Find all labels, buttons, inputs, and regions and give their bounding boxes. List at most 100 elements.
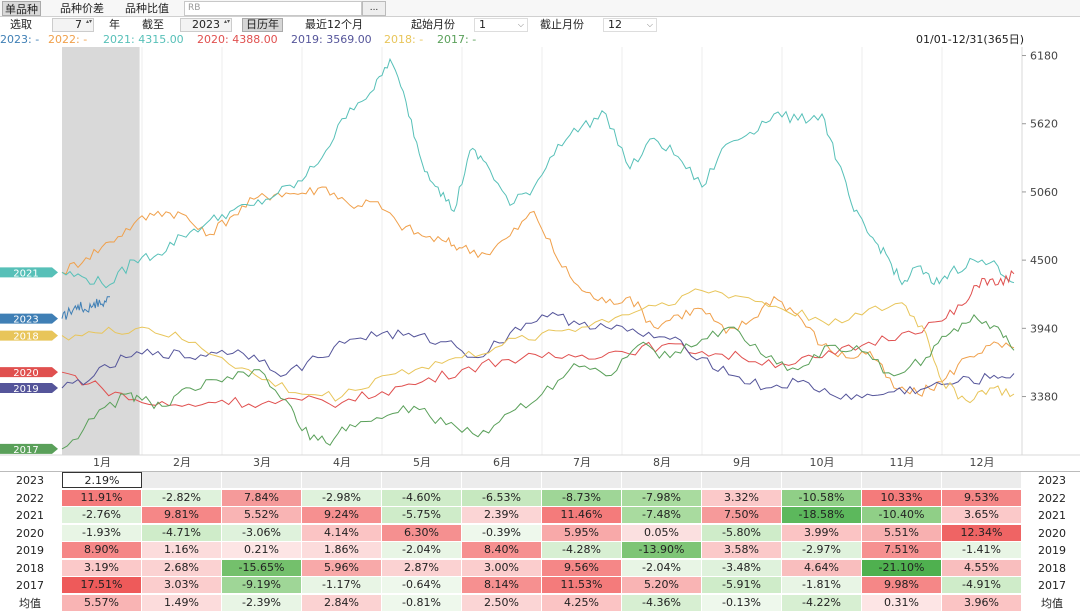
table-cell[interactable] <box>382 472 462 488</box>
table-cell[interactable]: 2.84% <box>302 594 382 611</box>
table-cell[interactable]: 8.14% <box>462 577 542 593</box>
series-line-2022[interactable] <box>61 186 1015 397</box>
table-cell[interactable]: -3.48% <box>702 559 782 576</box>
table-cell[interactable]: 11.91% <box>62 489 142 506</box>
years-spinner[interactable]: 7 <box>52 18 94 32</box>
table-cell[interactable]: -5.75% <box>382 507 462 523</box>
table-cell[interactable]: 3.65% <box>942 507 1022 523</box>
seasonal-line-chart[interactable]: 2023 2021 2020 2019 2018 2017 6180 5620 5060 450… <box>0 47 1080 467</box>
table-cell[interactable]: 9.53% <box>942 489 1022 506</box>
table-cell[interactable]: 7.84% <box>222 489 302 506</box>
series-line-2021[interactable] <box>61 57 1015 289</box>
table-cell[interactable]: 17.51% <box>62 577 142 593</box>
table-cell[interactable]: 10.33% <box>862 489 942 506</box>
table-cell[interactable]: -0.13% <box>702 594 782 611</box>
table-cell[interactable]: 5.95% <box>542 524 622 541</box>
table-cell[interactable] <box>462 472 542 488</box>
table-cell[interactable]: 11.46% <box>542 507 622 523</box>
table-cell[interactable]: 1.86% <box>302 542 382 558</box>
tab-variety-spread[interactable]: 品种价差 <box>60 2 104 15</box>
table-cell[interactable] <box>222 472 302 488</box>
table-cell[interactable]: 7.51% <box>862 542 942 558</box>
table-cell[interactable]: 8.40% <box>462 542 542 558</box>
table-cell[interactable]: 2.19% <box>62 472 142 488</box>
table-cell[interactable]: -13.90% <box>622 542 702 558</box>
table-cell[interactable]: -8.73% <box>542 489 622 506</box>
table-cell[interactable]: -2.97% <box>782 542 862 558</box>
table-cell[interactable]: -7.98% <box>622 489 702 506</box>
table-cell[interactable] <box>702 472 782 488</box>
table-cell[interactable]: 3.32% <box>702 489 782 506</box>
table-cell[interactable]: 0.21% <box>222 542 302 558</box>
table-cell[interactable]: -5.91% <box>702 577 782 593</box>
table-cell[interactable]: -4.36% <box>622 594 702 611</box>
table-cell[interactable]: -2.04% <box>382 542 462 558</box>
table-cell[interactable]: 0.05% <box>622 524 702 541</box>
table-cell[interactable]: 0.31% <box>862 594 942 611</box>
table-cell[interactable]: -2.76% <box>62 507 142 523</box>
table-cell[interactable]: 4.25% <box>542 594 622 611</box>
table-cell[interactable]: -10.40% <box>862 507 942 523</box>
table-cell[interactable]: 5.20% <box>622 577 702 593</box>
table-cell[interactable]: 12.34% <box>942 524 1022 541</box>
table-cell[interactable]: -5.80% <box>702 524 782 541</box>
symbol-input[interactable]: RB <box>184 1 362 16</box>
table-cell[interactable]: 2.68% <box>142 559 222 576</box>
table-cell[interactable]: -3.06% <box>222 524 302 541</box>
calendar-year-button[interactable]: 日历年 <box>242 18 283 32</box>
table-cell[interactable]: 8.90% <box>62 542 142 558</box>
table-cell[interactable]: 4.64% <box>782 559 862 576</box>
table-cell[interactable] <box>302 472 382 488</box>
series-line-2018[interactable] <box>61 288 1015 404</box>
table-cell[interactable] <box>542 472 622 488</box>
table-cell[interactable]: -1.81% <box>782 577 862 593</box>
table-cell[interactable]: -2.82% <box>142 489 222 506</box>
table-cell[interactable] <box>862 472 942 488</box>
table-cell[interactable]: -0.81% <box>382 594 462 611</box>
table-cell[interactable] <box>942 472 1022 488</box>
table-cell[interactable]: -6.53% <box>462 489 542 506</box>
table-cell[interactable]: 9.98% <box>862 577 942 593</box>
until-year-spinner[interactable]: 2023 <box>180 18 232 32</box>
table-cell[interactable]: 5.57% <box>62 594 142 611</box>
table-cell[interactable]: 11.53% <box>542 577 622 593</box>
series-line-2017[interactable] <box>61 314 1015 450</box>
table-cell[interactable]: 3.99% <box>782 524 862 541</box>
table-cell[interactable]: 2.39% <box>462 507 542 523</box>
table-cell[interactable]: 1.16% <box>142 542 222 558</box>
table-cell[interactable]: -18.58% <box>782 507 862 523</box>
table-cell[interactable]: 3.96% <box>942 594 1022 611</box>
recent-12-months-button[interactable]: 最近12个月 <box>305 18 363 31</box>
table-cell[interactable]: -2.39% <box>222 594 302 611</box>
series-line-2019[interactable] <box>61 311 1015 401</box>
series-line-2020[interactable] <box>61 269 1015 409</box>
table-cell[interactable]: 9.56% <box>542 559 622 576</box>
table-cell[interactable]: -7.48% <box>622 507 702 523</box>
table-cell[interactable]: 2.87% <box>382 559 462 576</box>
table-cell[interactable]: -2.04% <box>622 559 702 576</box>
table-cell[interactable]: 3.00% <box>462 559 542 576</box>
table-cell[interactable]: 1.49% <box>142 594 222 611</box>
table-cell[interactable]: -1.17% <box>302 577 382 593</box>
table-cell[interactable]: 6.30% <box>382 524 462 541</box>
table-cell[interactable]: -15.65% <box>222 559 302 576</box>
start-month-select[interactable]: 1 ⌵ <box>474 18 528 32</box>
table-cell[interactable]: -1.93% <box>62 524 142 541</box>
table-cell[interactable]: -4.71% <box>142 524 222 541</box>
symbol-more-button[interactable]: ... <box>362 1 386 16</box>
tab-variety-ratio[interactable]: 品种比值 <box>125 2 169 15</box>
table-cell[interactable]: 5.52% <box>222 507 302 523</box>
table-cell[interactable]: -9.19% <box>222 577 302 593</box>
table-cell[interactable]: -1.41% <box>942 542 1022 558</box>
table-cell[interactable]: 9.81% <box>142 507 222 523</box>
table-cell[interactable]: 3.58% <box>702 542 782 558</box>
series-line-2023[interactable] <box>61 296 111 320</box>
table-cell[interactable]: 7.50% <box>702 507 782 523</box>
table-cell[interactable]: 4.55% <box>942 559 1022 576</box>
end-month-select[interactable]: 12 ⌵ <box>603 18 657 32</box>
table-cell[interactable]: -10.58% <box>782 489 862 506</box>
table-cell[interactable] <box>622 472 702 488</box>
table-cell[interactable]: -4.91% <box>942 577 1022 593</box>
table-cell[interactable]: 3.03% <box>142 577 222 593</box>
table-cell[interactable]: 2.50% <box>462 594 542 611</box>
